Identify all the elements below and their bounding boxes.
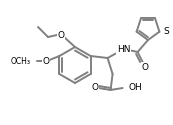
Text: OCH₃: OCH₃	[10, 56, 30, 66]
Text: O: O	[43, 56, 50, 66]
Text: HN: HN	[117, 46, 130, 54]
Text: O: O	[57, 30, 65, 40]
Text: OH: OH	[129, 82, 142, 92]
Text: O: O	[91, 82, 98, 92]
Text: S: S	[163, 27, 169, 36]
Text: O: O	[141, 62, 148, 72]
